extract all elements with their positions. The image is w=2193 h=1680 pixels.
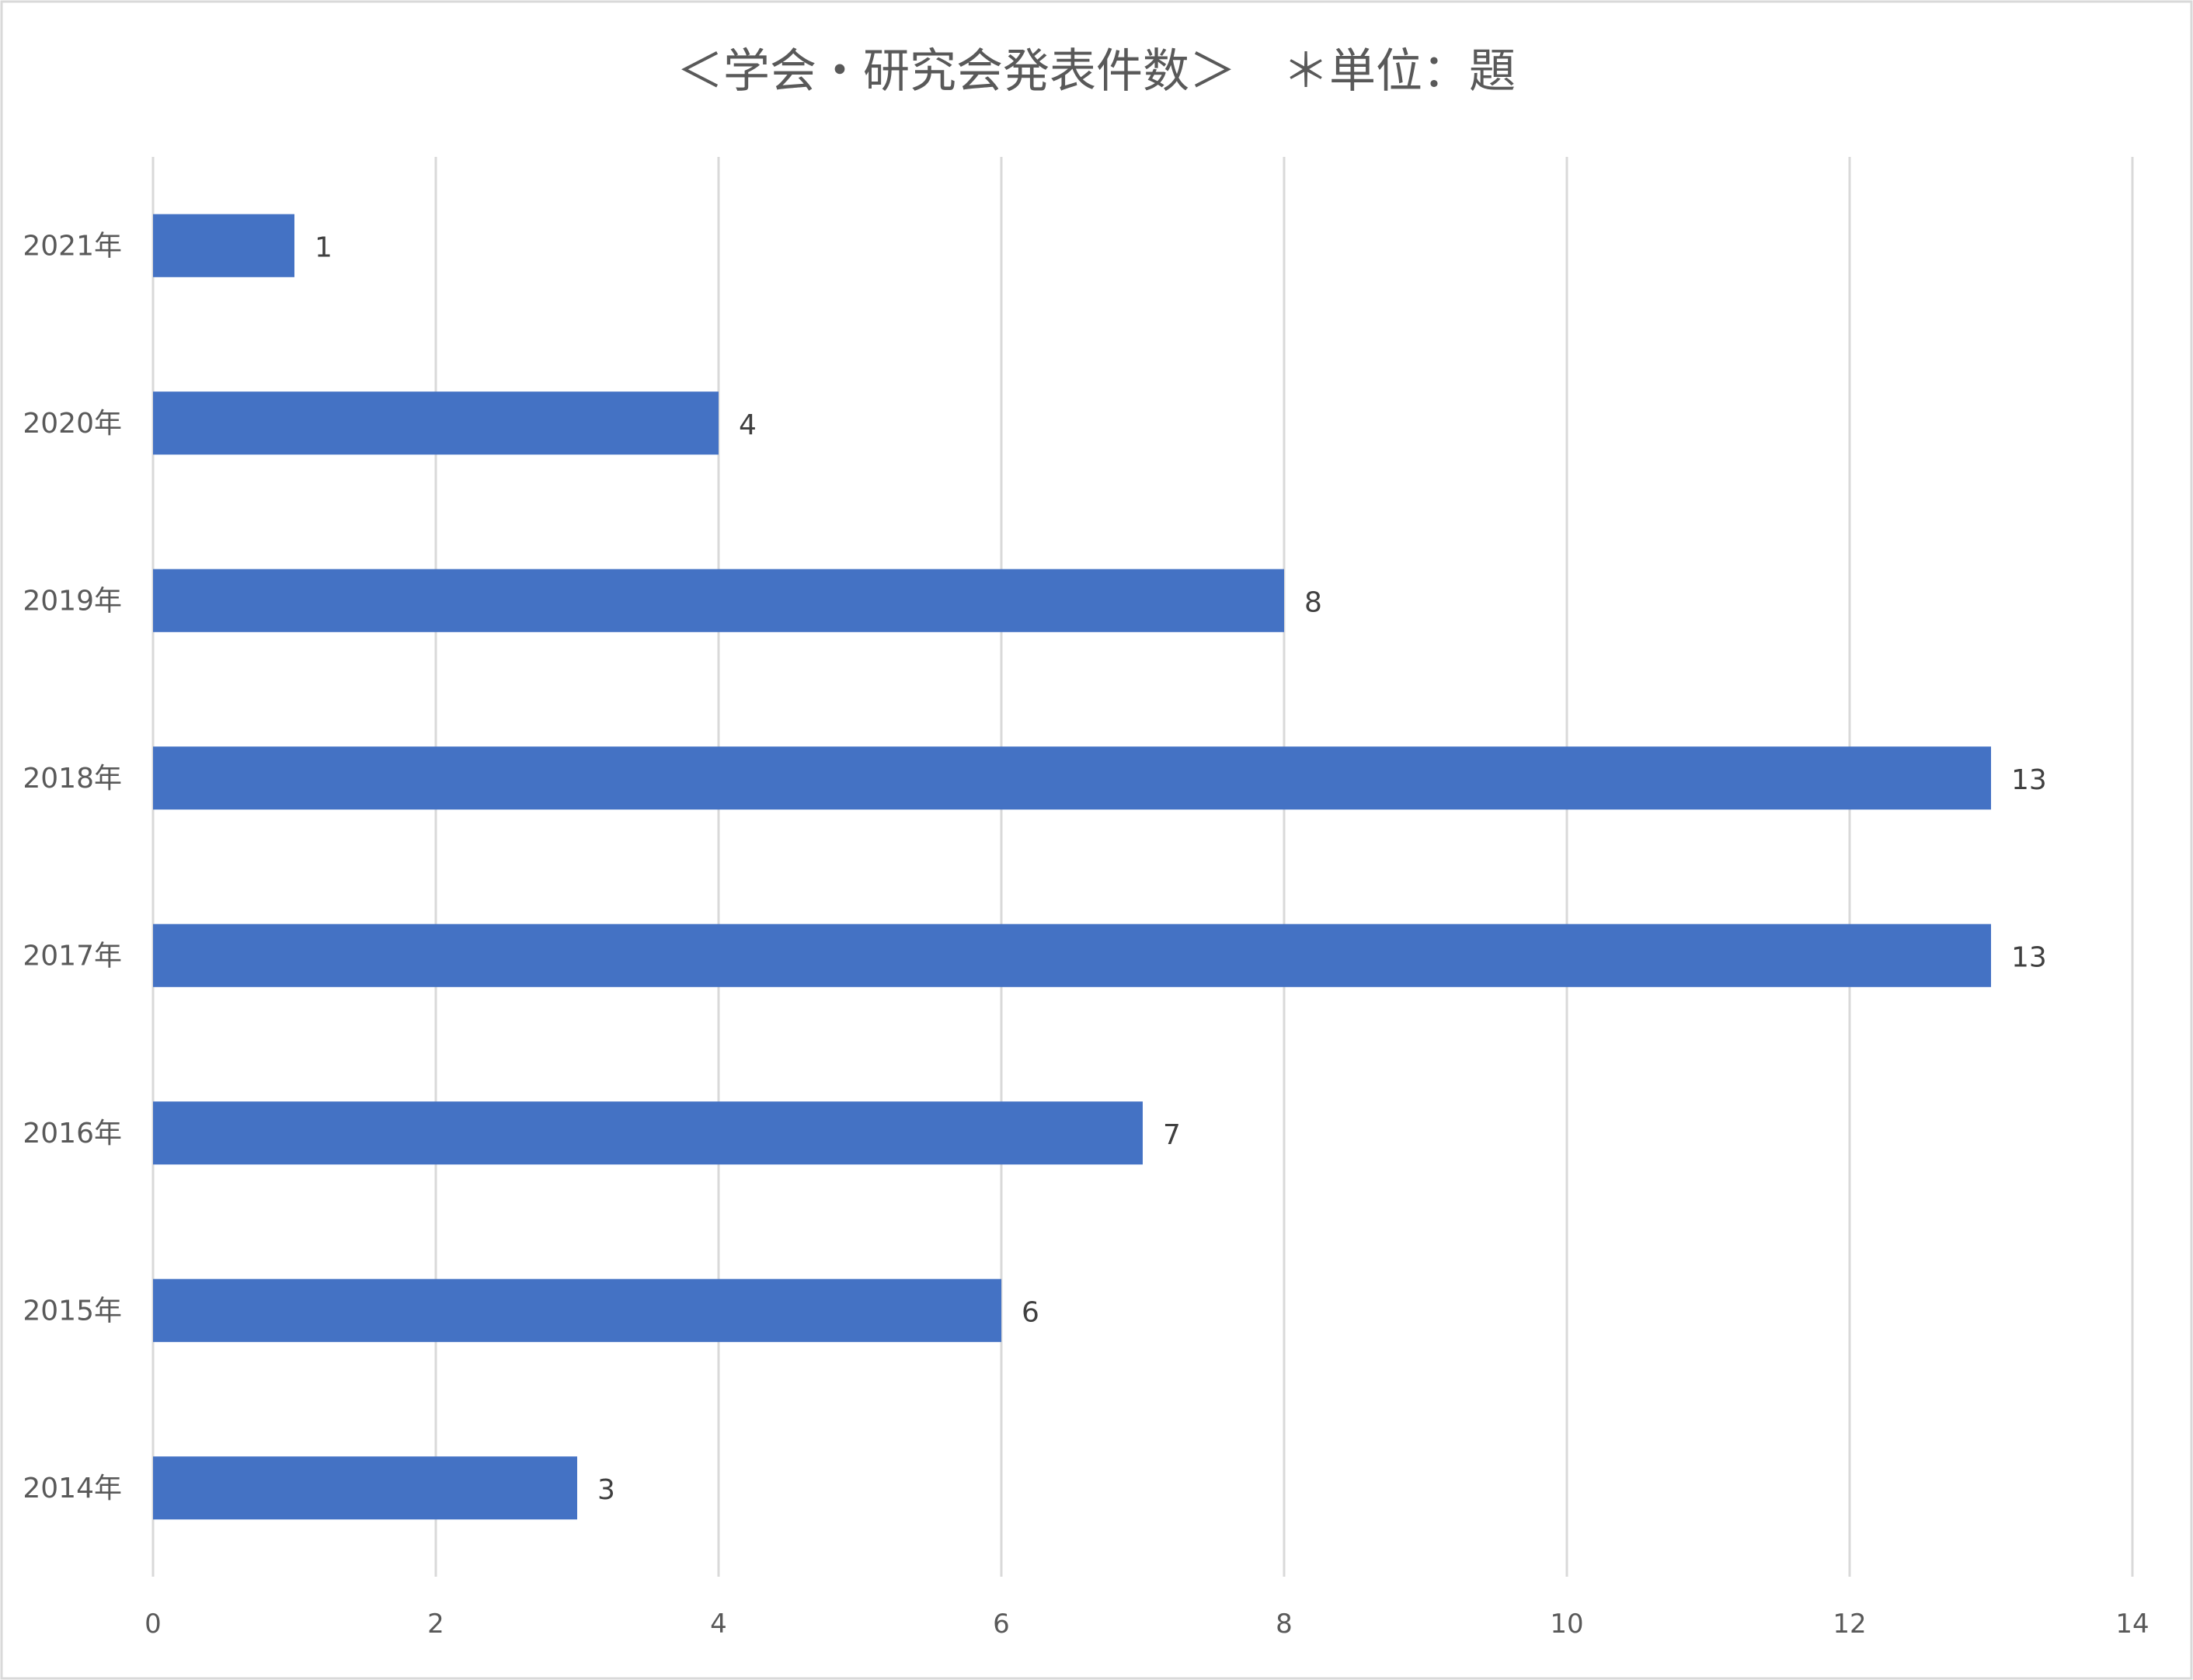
- bar-2020年: [153, 391, 719, 455]
- data-label: 3: [597, 1474, 615, 1506]
- bar-2018年: [153, 746, 1991, 810]
- bar-2019年: [153, 569, 1284, 632]
- data-label: 4: [739, 409, 757, 441]
- chart-title: ＜学会・研究会発表件数＞ ＊単位：題: [677, 44, 1516, 99]
- category-label: 2017年: [23, 940, 122, 972]
- category-label: 2016年: [23, 1118, 122, 1150]
- bar-2015年: [153, 1278, 1001, 1342]
- bar-2014年: [153, 1456, 577, 1520]
- x-tick-label: 2: [427, 1609, 444, 1640]
- data-label: 13: [2011, 941, 2047, 973]
- x-tick-label: 4: [710, 1609, 727, 1640]
- x-tick-label: 10: [1550, 1609, 1583, 1640]
- data-label: 6: [1022, 1296, 1039, 1328]
- category-label: 2014年: [23, 1473, 122, 1504]
- category-label: 2021年: [23, 230, 122, 262]
- data-label: 7: [1163, 1119, 1181, 1151]
- bar-2016年: [153, 1101, 1143, 1165]
- category-label: 2020年: [23, 408, 122, 440]
- data-label: 8: [1304, 586, 1322, 618]
- category-label: 2015年: [23, 1295, 122, 1327]
- bar-2017年: [153, 923, 1991, 987]
- x-tick-label: 12: [1833, 1609, 1866, 1640]
- bar-2021年: [153, 214, 294, 277]
- x-tick-label: 0: [144, 1609, 162, 1640]
- x-tick-label: 14: [2115, 1609, 2149, 1640]
- bars: [153, 214, 1991, 1520]
- category-label: 2019年: [23, 585, 122, 617]
- data-labels: 1 4 8 13 13 7 6 3: [315, 231, 2047, 1506]
- x-tick-label: 8: [1276, 1609, 1293, 1640]
- data-label: 13: [2011, 764, 2047, 796]
- data-label: 1: [315, 231, 332, 263]
- category-label: 2018年: [23, 763, 122, 795]
- x-tick-label: 6: [993, 1609, 1010, 1640]
- axis-labels: 0 2 4 6 8 10 12 142021年2020年2019年2018年2017年2016…: [23, 230, 2149, 1640]
